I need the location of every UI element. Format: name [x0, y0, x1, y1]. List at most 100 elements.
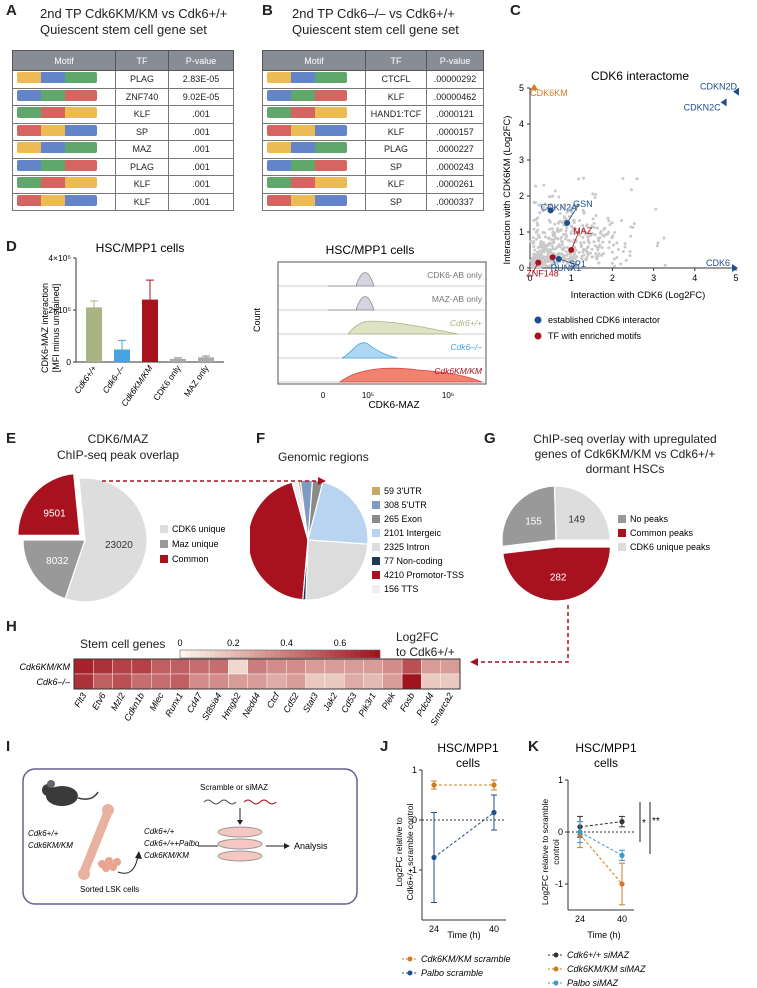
hist-ylabel: Count [252, 308, 262, 333]
interactor-point [580, 244, 584, 248]
pvalue-cell: .00000292 [426, 70, 484, 89]
interactor-point [581, 250, 585, 254]
interactor-point [578, 219, 582, 223]
heatmap-cell [189, 673, 210, 690]
interactor-point [592, 225, 596, 229]
interactor-point [548, 249, 552, 253]
interactor-point [597, 261, 601, 265]
interactor-point [561, 254, 565, 258]
panel-d-histogram: HSC/MPP1 cells Count CDK6-MAZ CDK6-AB on… [252, 243, 487, 411]
panel-f-pie: 59 3'UTR 308 5'UTR 265 Exon 2101 Intergeic 2… [250, 479, 464, 601]
interactor-point [532, 219, 536, 223]
slice-label: 149 [568, 515, 585, 526]
track-label: Cdk6KM/KM [434, 366, 483, 376]
heatmap-cell [73, 658, 94, 675]
interactor-point [534, 237, 538, 241]
label-leader [570, 230, 580, 251]
interactor-point [596, 226, 600, 230]
pie-slice [64, 477, 148, 603]
colorbar-segment [315, 650, 321, 658]
tf-cell: SP [115, 122, 169, 141]
interactor-point [579, 241, 583, 245]
interactor-point [534, 255, 538, 259]
colorbar-segment [350, 650, 356, 658]
y-tick-label: 5 [519, 83, 524, 93]
interactor-point [542, 183, 546, 187]
interactor-point [530, 264, 534, 268]
interactor-point [574, 248, 578, 252]
tf-cell: KLF [115, 105, 169, 124]
interactor-point [588, 233, 592, 237]
interactor-point [531, 236, 535, 240]
table-row: MAZ .001 [12, 140, 234, 159]
legend-swatch [618, 529, 626, 537]
interactor-point [564, 249, 568, 253]
pvalue-cell: .001 [168, 105, 234, 124]
legend-label: 77 Non-coding [384, 556, 443, 566]
interactor-point [583, 248, 587, 252]
interactor-point [594, 214, 598, 218]
colorbar-segment [190, 650, 196, 658]
tf-cell: ZNF740 [115, 87, 169, 106]
interactor-point [610, 250, 614, 254]
legend-swatch [160, 525, 168, 533]
slice-label: 155 [525, 517, 542, 528]
interactor-point [558, 245, 562, 249]
interactor-point [547, 264, 551, 268]
scatter-ylabel: Interaction with CDK6KM (Log2FC) [502, 116, 513, 265]
interactor-point [543, 202, 547, 206]
j-ylabel-2: Cdk6+/+ scramble control [405, 803, 415, 900]
bar-ylabel-1: CDK6-MAZ interaction [40, 283, 50, 373]
interactor-point [586, 235, 590, 239]
interactor-point [536, 216, 540, 220]
interactor-point [556, 221, 560, 225]
hist-tick-label: 0 [321, 391, 326, 400]
k-title-1: HSC/MPP1 [575, 741, 637, 755]
interactor-point [565, 245, 569, 249]
condition-km: Cdk6KM/KM [144, 851, 189, 860]
k-ylabel-1: Log2FC relative to scramble [540, 799, 550, 906]
legend-swatch [160, 555, 168, 563]
interactor-point [556, 252, 560, 256]
colorbar-segment [280, 650, 286, 658]
point-label: CDKN2D [700, 82, 738, 92]
motif-logo [262, 70, 366, 89]
interactor-point [621, 176, 625, 180]
legend-established-dot [534, 316, 542, 324]
interactor-point [599, 230, 603, 234]
g-to-h-arrow [478, 605, 569, 663]
pvalue-cell: .0000261 [426, 175, 484, 194]
legend-established-label: established CDK6 interactor [548, 315, 660, 325]
interactor-point [595, 245, 599, 249]
data-point [431, 782, 437, 788]
interactor-point [532, 200, 536, 204]
heatmap-cell [401, 658, 422, 675]
label-leader [552, 257, 558, 269]
heatmap-cell [247, 658, 268, 675]
data-point [619, 881, 625, 887]
interactor-point [608, 223, 612, 227]
pvalue-cell: .001 [168, 175, 234, 194]
track-label: Cdk6+/+ [450, 318, 482, 328]
tf-header: TF [365, 50, 427, 71]
legend-label: 2325 Intron [384, 542, 430, 552]
heatmap-cell [401, 673, 422, 690]
legend-swatch [372, 557, 380, 565]
data-point [619, 819, 625, 825]
interactor-point [548, 227, 552, 231]
motif-logo-graphic [267, 107, 347, 119]
interactor-point [610, 261, 614, 265]
pie-slice [302, 539, 309, 601]
pvalue-cell: .0000243 [426, 157, 484, 176]
heatmap-cell [228, 673, 248, 690]
heatmap-cell [363, 673, 383, 690]
point-label: ZNF148 [526, 269, 559, 279]
interactor-point [543, 258, 547, 262]
tf-cell: SP [365, 192, 427, 211]
hist-tick-label: 10⁶ [442, 391, 454, 400]
x-tick-label: 0 [527, 273, 532, 283]
pie-slice [502, 546, 612, 602]
label-leader [558, 258, 575, 265]
motif-logo [12, 70, 116, 89]
colorbar-segment [255, 650, 261, 658]
